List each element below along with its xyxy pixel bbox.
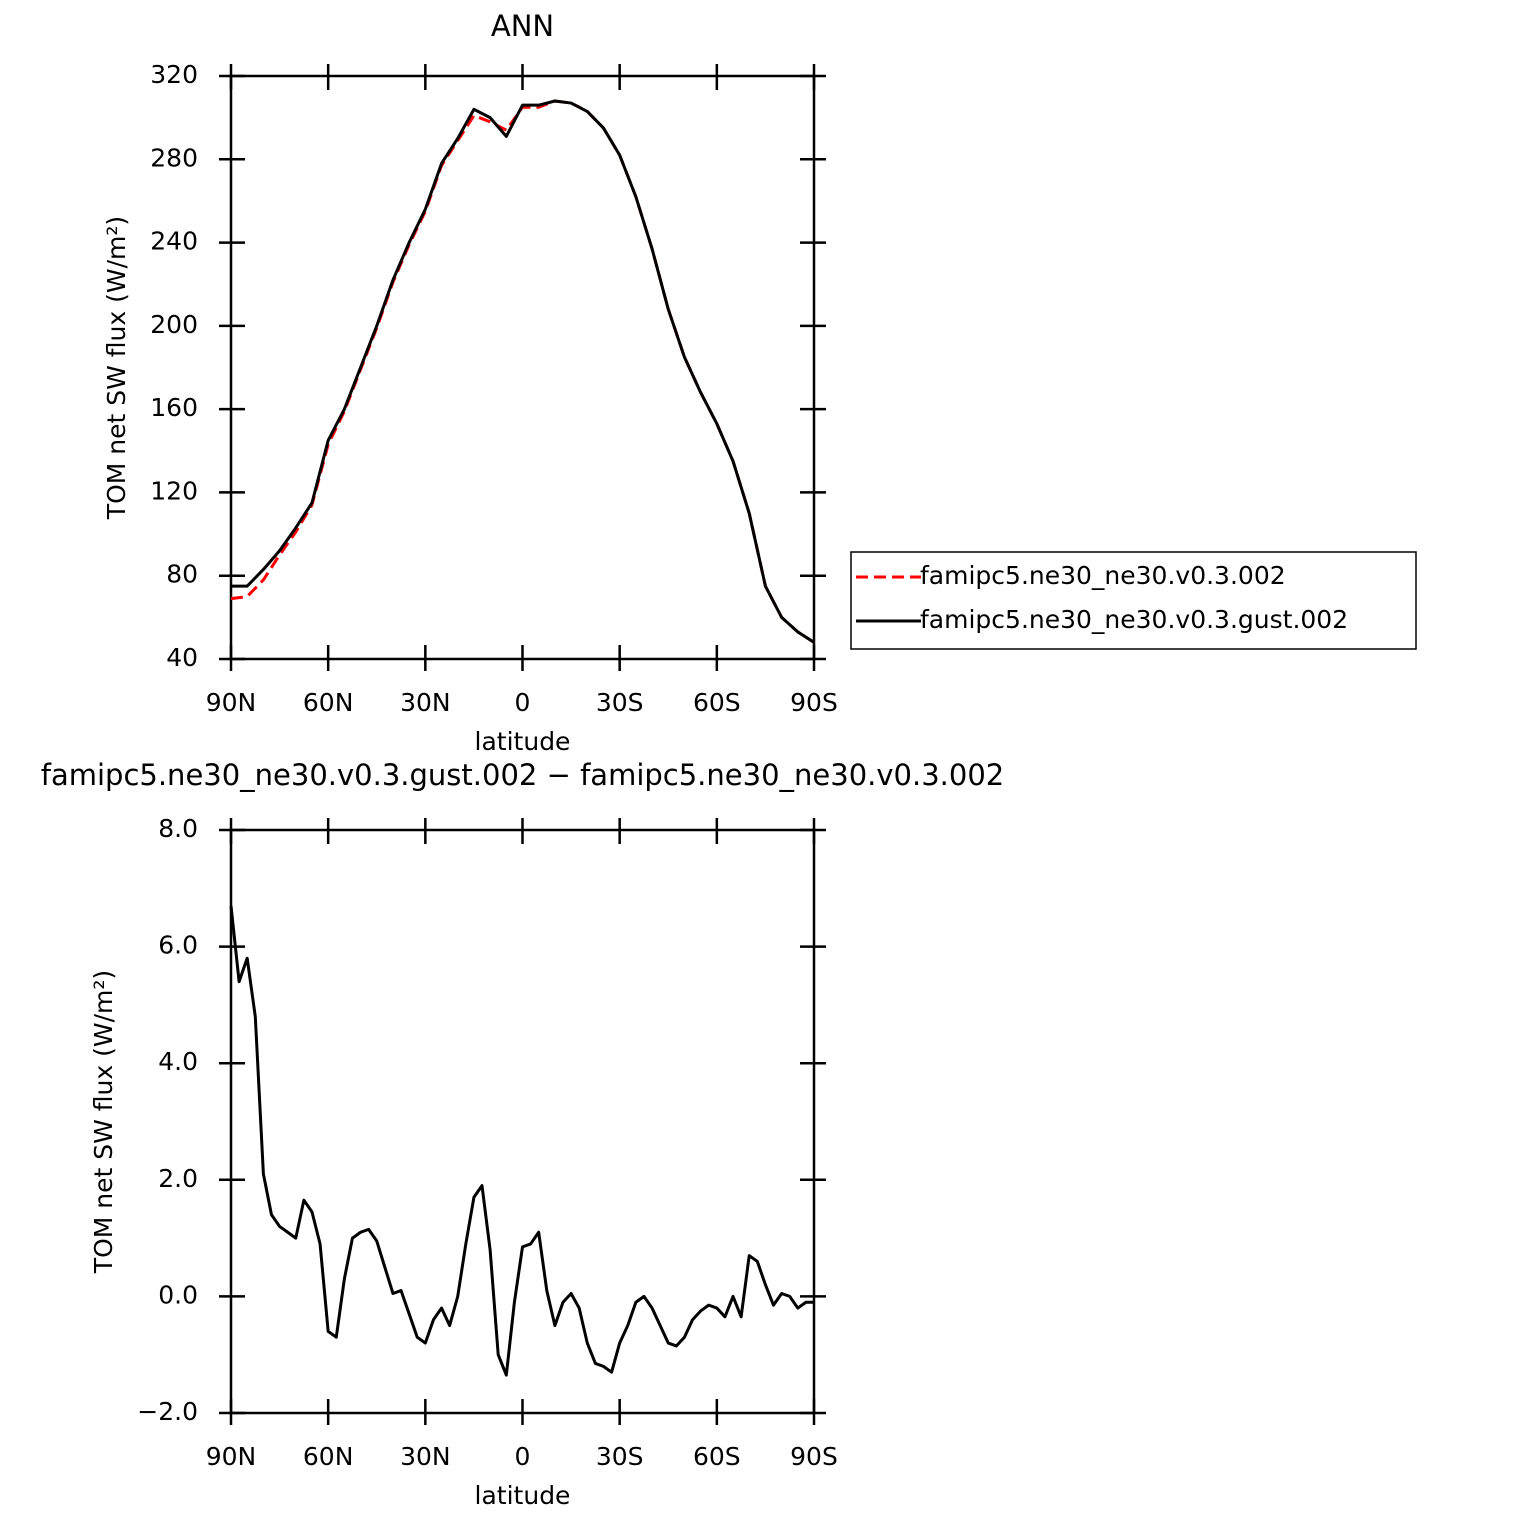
chart-title: famipc5.ne30_ne30.v0.3.gust.002 − famipc… — [41, 758, 1004, 792]
y-tick-label: 8.0 — [158, 814, 198, 843]
y-tick-label: 4.0 — [158, 1047, 198, 1076]
chart-title: ANN — [491, 9, 554, 43]
x-tick-label: 30N — [400, 1442, 451, 1471]
x-axis-label: latitude — [475, 727, 571, 756]
x-tick-label: 90S — [790, 1442, 838, 1471]
y-tick-label: −2.0 — [137, 1397, 198, 1426]
y-tick-label: 2.0 — [158, 1164, 198, 1193]
y-tick-label: 120 — [150, 476, 198, 505]
x-tick-label: 60S — [693, 688, 741, 717]
x-tick-label: 60N — [303, 688, 354, 717]
y-tick-label: 80 — [166, 560, 198, 589]
x-tick-label: 90N — [206, 688, 257, 717]
y-tick-label: 280 — [150, 143, 198, 172]
y-tick-label: 200 — [150, 310, 198, 339]
x-tick-label: 90N — [206, 1442, 257, 1471]
legend-label: famipc5.ne30_ne30.v0.3.002 — [920, 561, 1286, 590]
x-tick-label: 0 — [515, 1442, 531, 1471]
x-tick-label: 60N — [303, 1442, 354, 1471]
x-tick-label: 30N — [400, 688, 451, 717]
y-axis-label: TOM net SW flux (W/m²) — [89, 970, 118, 1274]
legend-label: famipc5.ne30_ne30.v0.3.gust.002 — [920, 605, 1348, 634]
y-tick-label: 6.0 — [158, 931, 198, 960]
legend-box — [850, 551, 1417, 650]
plot-frame — [229, 828, 816, 1415]
y-tick-label: 40 — [166, 643, 198, 672]
x-tick-label: 30S — [596, 688, 644, 717]
y-tick-label: 0.0 — [158, 1280, 198, 1309]
data-line — [230, 99, 815, 644]
x-tick-label: 90S — [790, 688, 838, 717]
y-tick-label: 320 — [150, 60, 198, 89]
x-tick-label: 30S — [596, 1442, 644, 1471]
x-tick-label: 0 — [515, 688, 531, 717]
y-axis-label: TOM net SW flux (W/m²) — [102, 216, 131, 520]
x-axis-label: latitude — [475, 1481, 571, 1510]
plot-frame — [229, 74, 816, 661]
data-line — [229, 905, 814, 1377]
data-line — [231, 99, 815, 644]
x-tick-label: 60S — [693, 1442, 741, 1471]
y-tick-label: 160 — [150, 393, 198, 422]
y-tick-label: 240 — [150, 227, 198, 256]
